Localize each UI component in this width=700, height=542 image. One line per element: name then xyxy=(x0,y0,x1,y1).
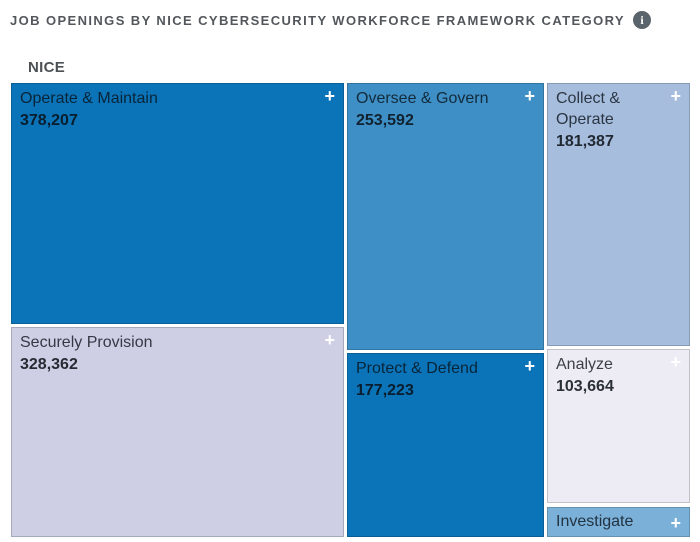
tile-value: 177,223 xyxy=(356,381,414,399)
chart-title: JOB OPENINGS BY NICE CYBERSECURITY WORKF… xyxy=(10,12,625,28)
treemap-tile-investigate[interactable]: Investigate + xyxy=(547,507,690,537)
tile-label: Collect & Operate xyxy=(556,90,621,128)
treemap: Operate & Maintain 378,207 + Securely Pr… xyxy=(11,83,690,537)
tile-value: 253,592 xyxy=(356,111,414,129)
treemap-tile-collect-operate[interactable]: Collect & Operate 181,387 + xyxy=(547,83,690,346)
tile-label: Securely Provision xyxy=(20,334,153,351)
expand-plus-icon[interactable]: + xyxy=(670,86,681,106)
info-icon[interactable]: i xyxy=(632,11,651,29)
expand-plus-icon[interactable]: + xyxy=(670,352,681,372)
expand-plus-icon[interactable]: + xyxy=(524,356,535,376)
treemap-tile-securely-provision[interactable]: Securely Provision 328,362 + xyxy=(11,327,344,537)
expand-plus-icon[interactable]: + xyxy=(324,86,335,106)
tile-label: Investigate xyxy=(556,513,634,530)
tile-value: 328,362 xyxy=(20,355,78,373)
tile-value: 103,664 xyxy=(556,377,614,395)
chart-header: JOB OPENINGS BY NICE CYBERSECURITY WORKF… xyxy=(10,11,651,29)
tile-value: 181,387 xyxy=(556,132,614,150)
expand-plus-icon[interactable]: + xyxy=(524,86,535,106)
tile-label: Analyze xyxy=(556,356,613,373)
tile-label: Oversee & Govern xyxy=(356,90,489,107)
expand-plus-icon[interactable]: + xyxy=(670,513,681,533)
tile-value: 378,207 xyxy=(20,111,78,129)
expand-plus-icon[interactable]: + xyxy=(324,330,335,350)
tile-label: Operate & Maintain xyxy=(20,90,158,107)
treemap-tile-protect-defend[interactable]: Protect & Defend 177,223 + xyxy=(347,353,544,537)
group-label: NICE xyxy=(28,59,66,76)
tile-label: Protect & Defend xyxy=(356,360,478,377)
treemap-tile-analyze[interactable]: Analyze 103,664 + xyxy=(547,349,690,503)
treemap-tile-oversee-govern[interactable]: Oversee & Govern 253,592 + xyxy=(347,83,544,350)
treemap-tile-operate-maintain[interactable]: Operate & Maintain 378,207 + xyxy=(11,83,344,324)
